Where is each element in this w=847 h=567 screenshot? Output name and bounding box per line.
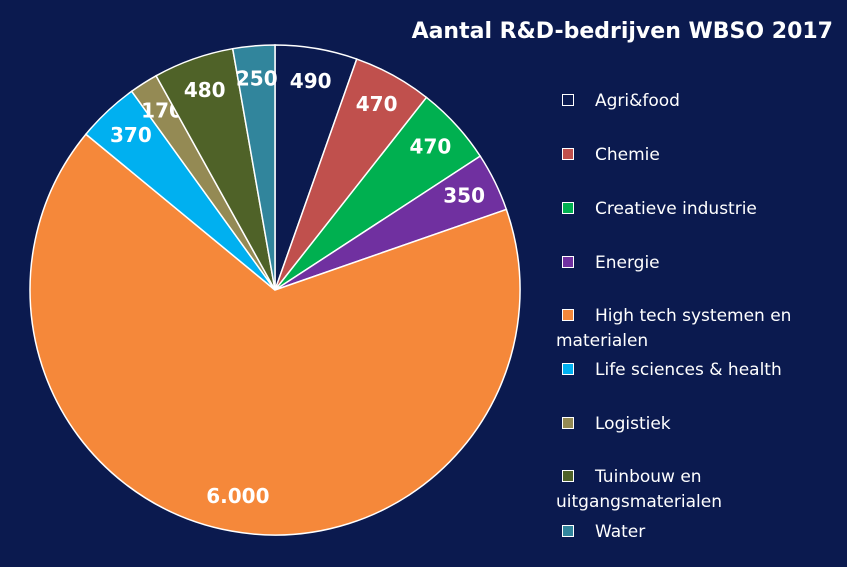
pie-slice [231,44,276,291]
legend-entry: Energie [556,251,834,276]
legend-label: Agri&food [595,91,680,111]
legend-swatch [562,94,574,106]
legend-swatch [562,470,574,482]
legend-swatch [562,417,574,429]
data-label: 470 [410,134,452,158]
data-label: 350 [443,184,485,208]
legend-label: Creatieve industrie [595,199,757,219]
legend-swatch [562,256,574,268]
legend-swatch [562,363,574,375]
legend-swatch [562,202,574,214]
legend-label: Chemie [595,145,660,165]
legend-swatch [562,309,574,321]
pie-slice [29,133,521,536]
legend-entry: Agri&food [556,89,834,114]
legend-label: Life sciences & health [595,360,782,380]
legend-swatch [562,525,574,537]
legend-label: Energie [595,253,660,273]
data-label: 6.000 [206,484,269,508]
legend-label: Tuinbouw en uitgangsmaterialen [556,467,722,512]
legend-entry: High tech systemen en materialen [556,304,834,354]
legend-label: Logistiek [595,414,671,434]
legend-entry: Chemie [556,143,834,168]
legend-entry: Logistiek [556,412,834,437]
legend-entry: Life sciences & health [556,358,834,383]
data-label: 490 [290,69,332,93]
legend-entry: Tuinbouw en uitgangsmaterialen [556,465,834,515]
data-label: 370 [110,123,152,147]
data-label: 250 [236,67,278,91]
legend-swatch [562,148,574,160]
legend-entry: Creatieve industrie [556,197,834,222]
legend-entry: Water [556,520,834,545]
legend-label: High tech systemen en materialen [556,306,792,351]
data-label: 480 [184,78,226,102]
data-label: 470 [356,92,398,116]
legend-label: Water [595,522,646,542]
chart-title: Aantal R&D-bedrijven WBSO 2017 [412,19,833,44]
